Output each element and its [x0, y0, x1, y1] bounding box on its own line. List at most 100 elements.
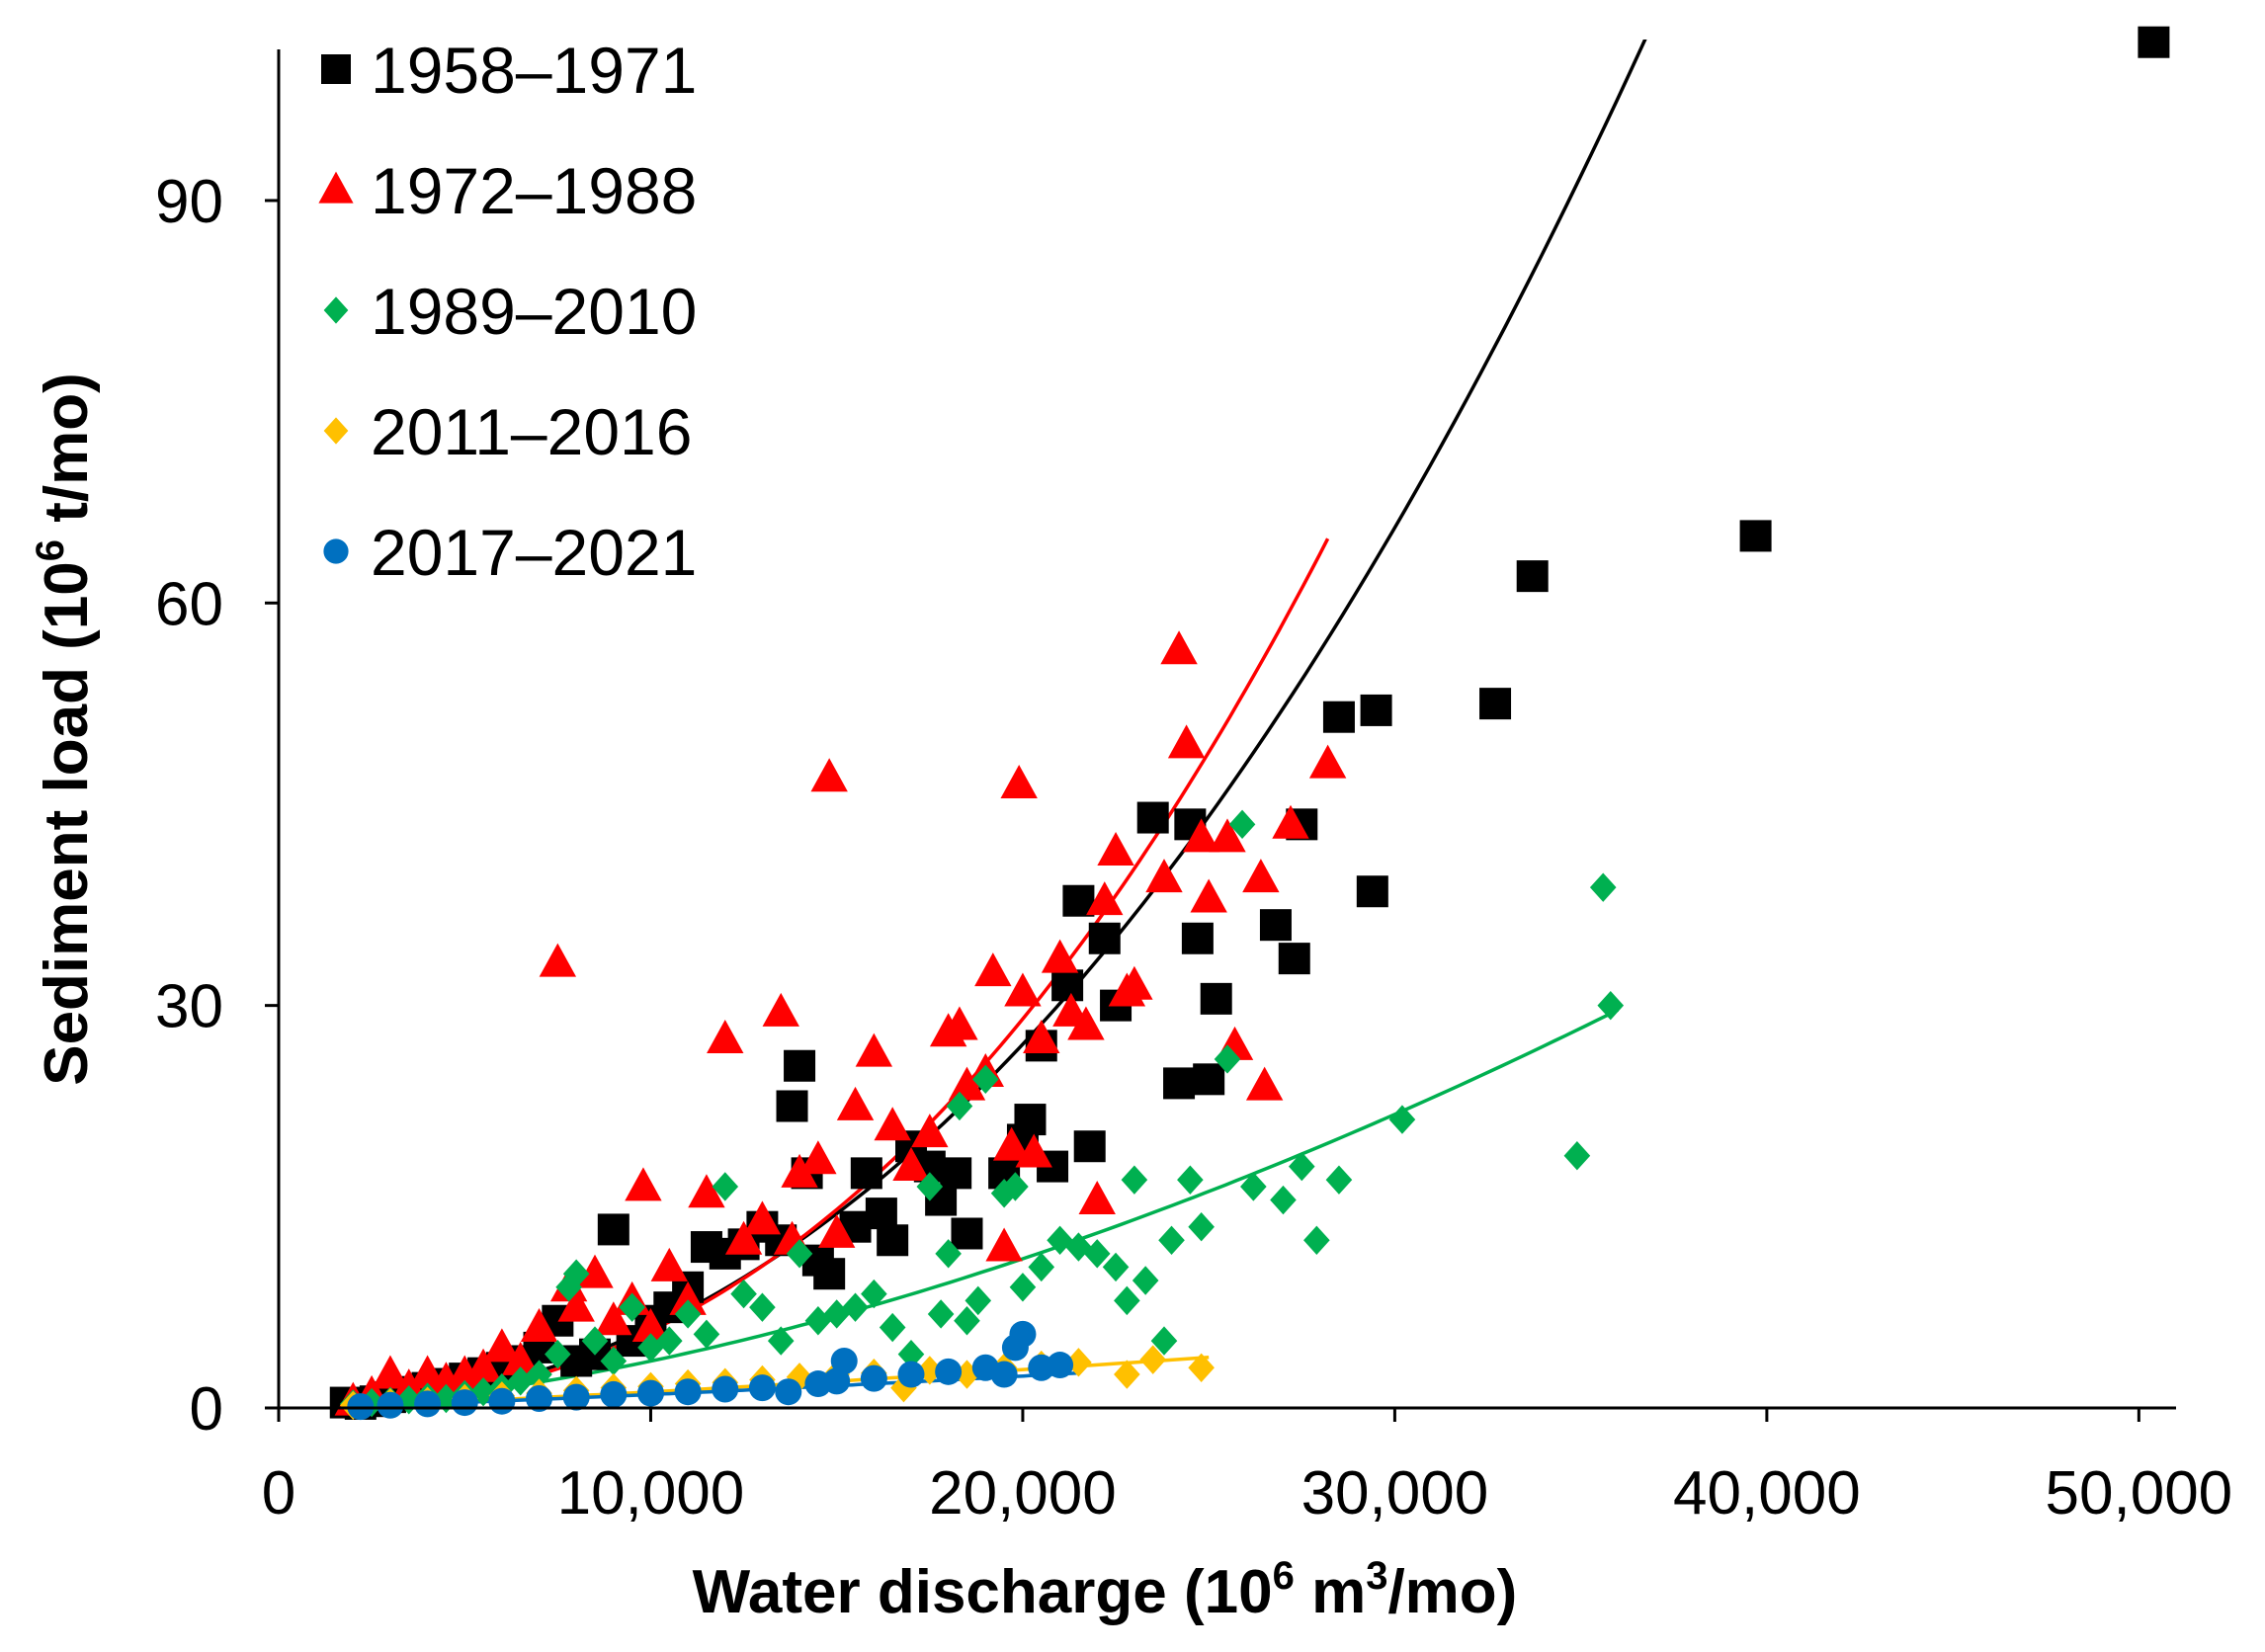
data-point — [414, 1390, 442, 1418]
data-point — [1270, 1185, 1297, 1215]
data-point — [874, 1107, 911, 1141]
data-point — [464, 1348, 502, 1382]
data-point — [1245, 1066, 1284, 1101]
data-point — [799, 1140, 837, 1175]
series-points — [334, 630, 1347, 1416]
data-point — [576, 1254, 614, 1288]
legend-marker — [321, 54, 351, 84]
data-point — [860, 1364, 887, 1392]
data-point — [1139, 1345, 1167, 1374]
data-point — [965, 1285, 992, 1316]
axis-ticks: 0 10,000 20,000 30,000 40,000 50,000 0 30 60 90 — [155, 168, 2232, 1528]
data-point — [451, 1389, 478, 1417]
data-point — [730, 1279, 757, 1309]
data-point — [749, 1292, 776, 1322]
data-point — [1116, 965, 1153, 1000]
data-point — [1073, 1130, 1106, 1163]
data-point — [823, 1367, 851, 1395]
data-point — [724, 1220, 763, 1255]
x-axis-title: Water discharge (106 m3/mo) — [693, 1554, 1518, 1626]
y-axis-title: Sediment load (106 t/mo) — [29, 372, 101, 1086]
data-point — [707, 1020, 744, 1054]
data-point — [743, 1200, 782, 1235]
data-point — [1563, 1141, 1591, 1171]
data-point — [1114, 1285, 1140, 1316]
data-point — [1181, 922, 1214, 954]
data-point — [1356, 875, 1388, 908]
data-point — [1136, 801, 1169, 834]
data-point — [488, 1387, 516, 1415]
data-point — [1067, 1006, 1105, 1040]
data-point — [619, 1292, 645, 1322]
x-tick-label: 10,000 — [557, 1459, 745, 1528]
legend-label: 1958–1971 — [371, 34, 697, 107]
data-point — [600, 1346, 628, 1376]
data-point — [1516, 560, 1549, 593]
data-point — [636, 1379, 664, 1407]
data-point — [1009, 1273, 1037, 1302]
data-point — [1303, 1225, 1330, 1255]
data-point — [1121, 1165, 1148, 1195]
data-point — [1097, 831, 1134, 866]
data-points — [329, 26, 2170, 1421]
series-points — [329, 26, 2170, 1420]
data-point — [911, 1114, 949, 1148]
data-point — [776, 1090, 808, 1122]
data-point — [1193, 1063, 1225, 1096]
data-point — [674, 1378, 702, 1406]
data-point — [1177, 1165, 1204, 1195]
data-point — [762, 992, 799, 1027]
data-point — [1739, 520, 1772, 552]
data-point — [712, 1172, 739, 1201]
data-point — [935, 1239, 962, 1269]
data-point — [526, 1384, 553, 1412]
legend-marker — [318, 171, 354, 204]
data-point — [1278, 943, 1310, 975]
legend-label: 1972–1988 — [371, 154, 697, 227]
data-point — [897, 1339, 925, 1369]
data-point — [992, 1126, 1031, 1161]
data-point — [1214, 1044, 1241, 1074]
data-point — [1023, 1020, 1060, 1054]
data-point — [1360, 694, 1392, 726]
data-point — [597, 1213, 629, 1246]
data-point — [377, 1391, 404, 1419]
data-point — [1150, 1326, 1178, 1356]
data-point — [539, 943, 577, 977]
series-points — [347, 1320, 1074, 1421]
data-point — [1000, 765, 1038, 799]
data-point — [600, 1380, 628, 1408]
data-point — [813, 1258, 846, 1290]
data-point — [954, 1306, 980, 1336]
data-point — [954, 1360, 980, 1389]
data-point — [2138, 26, 2170, 58]
data-point — [842, 1292, 869, 1322]
data-point — [879, 1312, 906, 1343]
data-point — [1182, 818, 1220, 853]
data-point — [669, 1280, 707, 1315]
legend-entry: 2017–2021 — [323, 516, 697, 589]
data-point — [748, 1374, 776, 1402]
x-tick-label: 30,000 — [1301, 1459, 1489, 1528]
y-tick-label: 0 — [190, 1375, 223, 1444]
data-point — [502, 1341, 540, 1375]
data-point — [951, 1217, 983, 1250]
data-point — [562, 1383, 590, 1411]
data-point — [916, 1172, 944, 1201]
data-point — [767, 1326, 795, 1356]
data-point — [1086, 881, 1124, 916]
data-point — [520, 1307, 558, 1342]
x-tick-label: 0 — [262, 1459, 295, 1528]
data-point — [1158, 1225, 1185, 1255]
data-point — [1259, 909, 1292, 942]
data-point — [1228, 809, 1256, 840]
data-point — [784, 1049, 816, 1082]
data-point — [810, 758, 848, 792]
data-point — [892, 1147, 930, 1182]
data-point — [940, 1157, 972, 1190]
data-point — [804, 1306, 832, 1336]
data-point — [941, 1006, 978, 1040]
data-point — [1188, 1353, 1215, 1382]
data-point — [1188, 1211, 1215, 1242]
data-point — [1028, 1252, 1055, 1282]
